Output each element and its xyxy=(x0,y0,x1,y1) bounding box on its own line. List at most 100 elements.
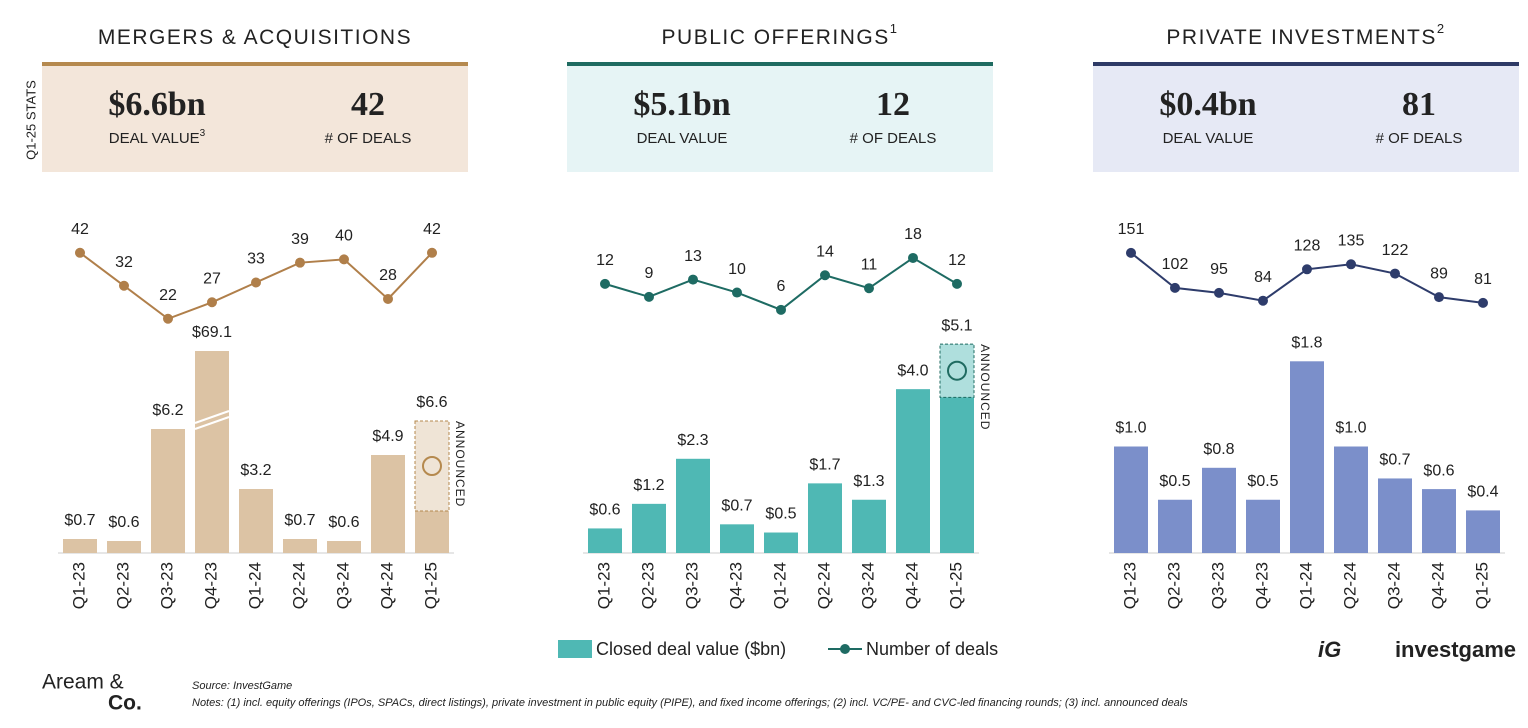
deals-dot xyxy=(163,313,173,324)
bar-value-label: $1.8 xyxy=(1291,335,1322,352)
deals-label: 12 xyxy=(948,252,966,269)
x-tick-label: Q2-24 xyxy=(1340,562,1359,609)
label-text: DEAL VALUE xyxy=(109,130,200,147)
header-rule xyxy=(567,62,993,66)
bar xyxy=(1334,446,1368,553)
bar-value-label: $1.0 xyxy=(1115,420,1146,437)
bar-value-label: $6.6 xyxy=(416,394,447,411)
deals-dot xyxy=(1390,268,1400,279)
deals-label: 11 xyxy=(861,256,878,273)
x-tick-label: Q1-23 xyxy=(1120,562,1139,609)
deal-value-label: DEAL VALUE xyxy=(1163,130,1254,147)
x-tick-label: Q3-24 xyxy=(858,562,877,609)
announced-segment xyxy=(414,420,450,512)
axis-break xyxy=(194,410,230,424)
title-note: 1 xyxy=(890,21,899,36)
deal-count: 81 xyxy=(1402,86,1436,123)
brand-bottom: Co. xyxy=(108,692,142,715)
deals-label: 22 xyxy=(159,287,177,304)
deals-label: 14 xyxy=(816,243,834,260)
deals-label: 122 xyxy=(1382,242,1409,259)
deal-count-label: # OF DEALS xyxy=(325,130,412,147)
deals-label: 89 xyxy=(1430,265,1448,282)
label-text: DEAL VALUE xyxy=(637,130,728,147)
stats-box xyxy=(567,66,993,172)
source: Source: InvestGame xyxy=(192,680,292,692)
bar-value-label: $0.6 xyxy=(1423,462,1454,479)
deals-dot xyxy=(908,252,918,263)
bar-value-label: $4.0 xyxy=(897,362,928,379)
bar xyxy=(283,539,317,553)
bar-value-label: $0.7 xyxy=(64,512,95,529)
bar xyxy=(151,429,185,553)
bar xyxy=(1202,467,1236,553)
x-tick-label: Q1-24 xyxy=(1296,562,1315,609)
bar-value-label: $4.9 xyxy=(372,428,403,445)
deals-dot xyxy=(1170,282,1180,293)
panel-title-text: PUBLIC OFFERINGS xyxy=(662,26,890,49)
deals-dot xyxy=(1346,259,1356,270)
deals-dot xyxy=(1214,287,1224,298)
x-tick-label: Q4-24 xyxy=(377,562,396,609)
deals-label: 33 xyxy=(247,251,265,268)
deals-label: 135 xyxy=(1338,233,1365,250)
deals-label: 32 xyxy=(115,254,133,271)
deal-count-label: # OF DEALS xyxy=(850,130,937,147)
x-tick-label: Q4-23 xyxy=(726,562,745,609)
deals-dot xyxy=(207,297,217,308)
deals-label: 40 xyxy=(335,228,353,245)
deals-label: 9 xyxy=(645,265,654,282)
bar-value-label: $0.5 xyxy=(1247,473,1278,490)
deals-dot xyxy=(1302,264,1312,275)
label-note: 3 xyxy=(200,128,206,139)
stats-box xyxy=(42,66,468,172)
bar-value-label: $69.1 xyxy=(192,324,232,341)
deals-label: 18 xyxy=(904,226,922,243)
deal-value-label: DEAL VALUE3 xyxy=(109,128,206,147)
deals-label: 128 xyxy=(1294,238,1321,255)
deals-dot xyxy=(1478,297,1488,308)
legend-label: Closed deal value ($bn) xyxy=(596,639,786,659)
deals-label: 84 xyxy=(1254,269,1272,286)
x-tick-label: Q2-24 xyxy=(289,562,308,609)
logo-mark: iG xyxy=(1318,637,1341,662)
bar-value-label: $1.7 xyxy=(809,457,840,474)
x-tick-label: Q4-23 xyxy=(1252,562,1271,609)
deals-label: 6 xyxy=(777,278,786,295)
bar-value-label: $0.6 xyxy=(328,514,359,531)
bar xyxy=(63,539,97,553)
bar-value-label: $3.2 xyxy=(240,462,271,479)
deals-label: 151 xyxy=(1118,221,1145,238)
panel-title: MERGERS & ACQUISITIONS xyxy=(98,26,412,49)
bar-value-label: $1.3 xyxy=(853,473,884,490)
label-text: DEAL VALUE xyxy=(1163,130,1254,147)
bar xyxy=(588,528,622,553)
x-tick-label: Q2-23 xyxy=(638,562,657,609)
bar-value-label: $0.4 xyxy=(1467,484,1498,501)
deals-dot xyxy=(339,254,349,265)
panel-title: PUBLIC OFFERINGS1 xyxy=(662,21,899,48)
bar xyxy=(1158,499,1192,553)
bar xyxy=(1290,361,1324,553)
header-rule xyxy=(1093,62,1519,66)
deals-dot xyxy=(1258,295,1268,306)
panel-title-text: PRIVATE INVESTMENTS xyxy=(1166,26,1436,49)
bar xyxy=(371,455,405,553)
bar-value-label: $0.5 xyxy=(765,506,796,523)
deals-dot xyxy=(427,247,437,258)
bar xyxy=(764,532,798,553)
x-tick-label: Q3-24 xyxy=(333,562,352,609)
deal-value: $5.1bn xyxy=(633,86,730,123)
deal-count-label: # OF DEALS xyxy=(1376,130,1463,147)
deals-label: 13 xyxy=(684,248,702,265)
bar-value-label: $1.0 xyxy=(1335,420,1366,437)
x-tick-label: Q3-24 xyxy=(1384,562,1403,609)
deals-dot xyxy=(688,274,698,285)
header-rule xyxy=(42,62,468,66)
deals-dot xyxy=(952,278,962,289)
announced-icon xyxy=(947,360,967,381)
deals-label: 28 xyxy=(379,267,397,284)
x-tick-label: Q1-25 xyxy=(1472,562,1491,609)
bar-value-label: $6.2 xyxy=(152,402,183,419)
bar-value-label: $0.7 xyxy=(721,498,752,515)
